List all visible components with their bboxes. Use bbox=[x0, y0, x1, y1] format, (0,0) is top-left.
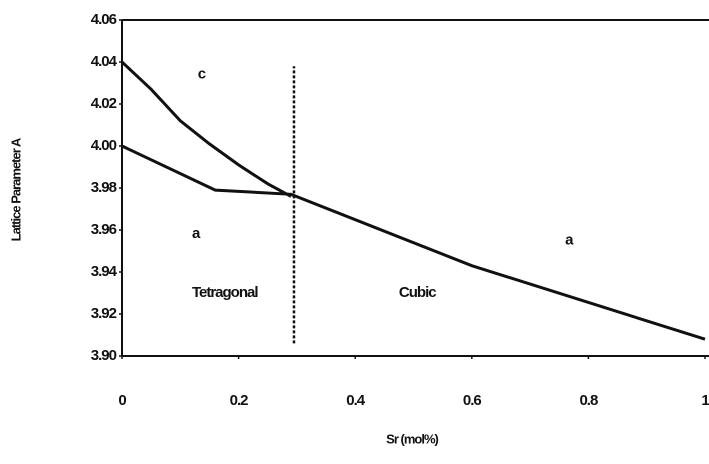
x-tick-label: 0 bbox=[118, 392, 126, 409]
x-tick-label: 0.4 bbox=[346, 392, 366, 409]
x-tick-label: 0.6 bbox=[463, 392, 482, 409]
x-axis-label: Sr (mol%) bbox=[386, 431, 438, 446]
y-tick-label: 4.06 bbox=[91, 11, 117, 28]
x-tick-label: 1 bbox=[701, 392, 709, 409]
y-axis-label: Lattice Parameter A bbox=[8, 137, 23, 241]
y-tick-label: 3.92 bbox=[91, 305, 117, 322]
y-tick-label: 3.90 bbox=[91, 347, 117, 364]
y-tick-label: 3.96 bbox=[91, 221, 117, 238]
annotation: a bbox=[192, 225, 201, 242]
y-tick-label: 3.98 bbox=[91, 179, 117, 196]
y-tick-label: 4.00 bbox=[91, 137, 117, 154]
annotation: Tetragonal bbox=[192, 284, 258, 301]
annotation: Cubic bbox=[399, 284, 436, 301]
annotation: c bbox=[198, 66, 206, 83]
x-tick-label: 0.2 bbox=[230, 392, 249, 409]
series-line bbox=[120, 60, 292, 198]
y-tick-label: 3.94 bbox=[91, 263, 118, 280]
x-tick-label: 0.8 bbox=[579, 392, 598, 409]
series-line bbox=[121, 144, 706, 341]
y-tick-label: 4.04 bbox=[91, 53, 118, 70]
annotation: a bbox=[565, 231, 574, 248]
y-tick-label: 4.02 bbox=[91, 95, 117, 112]
